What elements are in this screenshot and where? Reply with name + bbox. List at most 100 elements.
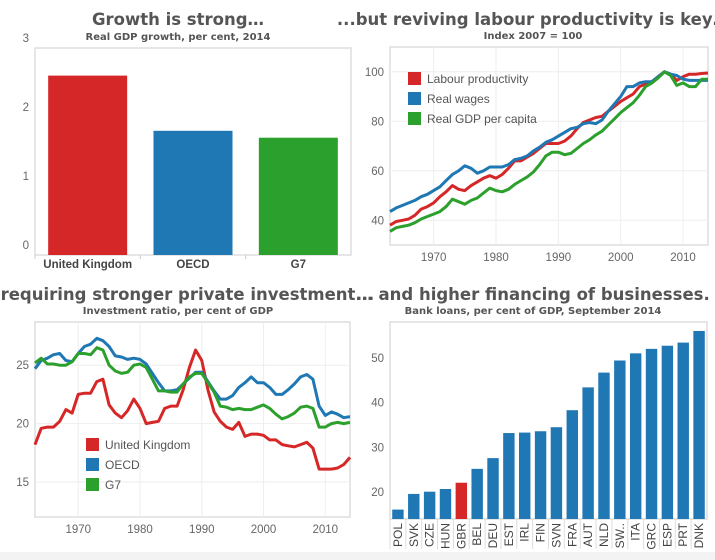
- panel-bank-loans: … and higher financing of businesses. Ba…: [356, 285, 709, 550]
- y-tick-label: 30: [371, 442, 384, 454]
- bar-cze: [423, 491, 436, 519]
- chart-subtitle: Bank loans, per cent of GDP, September 2…: [405, 306, 662, 317]
- x-category-label: GBR: [454, 523, 468, 549]
- bar-sw-: [614, 360, 626, 519]
- x-tick-label: 1970: [421, 252, 447, 264]
- x-tick-label: 2000: [251, 524, 277, 536]
- x-category-label: EST: [502, 522, 516, 546]
- y-tick-label: 20: [16, 419, 29, 431]
- x-category-label: CZE: [423, 523, 437, 547]
- bar-deu: [487, 458, 499, 519]
- bar-pol: [392, 509, 404, 519]
- bar-dnk: [693, 330, 705, 519]
- x-category-label: PRT: [676, 522, 690, 546]
- x-tick-label: 1970: [65, 524, 91, 536]
- bar-svk: [408, 493, 420, 519]
- legend-label: Labour productivity: [427, 72, 528, 86]
- x-category-label: POL: [391, 523, 405, 547]
- y-tick-label: 40: [371, 215, 384, 227]
- x-category-label: SVK: [407, 523, 421, 547]
- y-tick-label: 60: [371, 166, 384, 178]
- legend-label: Real wages: [427, 92, 490, 106]
- y-tick-label: 80: [371, 116, 384, 128]
- chart-title: … and higher financing of businesses.: [356, 285, 709, 304]
- legend-swatch: [408, 112, 421, 125]
- bar-hun: [439, 489, 452, 519]
- y-tick-label: 40: [371, 398, 384, 410]
- bar-nld: [598, 372, 610, 519]
- bar-svn: [550, 427, 563, 519]
- bar-esp: [661, 345, 674, 519]
- y-tick-label: 3: [23, 33, 29, 45]
- x-category-label: United Kingdom: [43, 259, 132, 271]
- series-line-real-gdp-per-capita: [389, 70, 708, 233]
- chart-subtitle: Real GDP growth, per cent, 2014: [86, 32, 271, 43]
- x-tick-label: 1980: [483, 252, 509, 264]
- y-tick-label: 20: [371, 487, 384, 499]
- legend-swatch: [86, 478, 99, 491]
- bar-bel: [471, 468, 483, 519]
- x-tick-label: 1990: [189, 524, 215, 536]
- x-category-label: G7: [291, 259, 306, 271]
- x-category-label: DNK: [692, 523, 706, 548]
- legend-label: United Kingdom: [105, 438, 190, 452]
- legend-swatch: [86, 458, 99, 471]
- y-tick-label: 50: [371, 353, 384, 365]
- chart-subtitle: Investment ratio, per cent of GDP: [83, 306, 273, 317]
- bottom-band: [0, 552, 715, 560]
- bar-irl: [519, 432, 531, 519]
- y-tick-label: 0: [23, 240, 29, 252]
- y-tick-label: 25: [16, 360, 29, 372]
- legend-label: OECD: [105, 458, 140, 472]
- x-category-label: FIN: [534, 523, 548, 542]
- legend-swatch: [408, 72, 421, 85]
- x-tick-label: 2010: [670, 252, 696, 264]
- y-tick-label: 100: [365, 67, 384, 79]
- panel-investment-ratio: ...requiring stronger private investment…: [0, 285, 374, 536]
- x-tick-label: 1980: [127, 524, 153, 536]
- y-tick-label: 1: [23, 171, 29, 183]
- series-line-g7: [34, 346, 351, 429]
- legend-label: Real GDP per capita: [427, 112, 537, 126]
- chart-title: ...requiring stronger private investment…: [0, 285, 374, 304]
- chart-title: Growth is strong…: [92, 10, 264, 29]
- bar-united-kingdom: [48, 75, 128, 255]
- bar-gbr: [455, 482, 468, 519]
- bar-fin: [534, 431, 547, 519]
- bar-est: [503, 433, 515, 519]
- x-category-label: SW..: [613, 523, 627, 548]
- bar-fra: [566, 410, 578, 519]
- x-category-label: SVN: [549, 523, 563, 548]
- x-category-label: IRL: [518, 523, 532, 542]
- x-tick-label: 1990: [546, 252, 572, 264]
- x-category-label: NLD: [597, 523, 611, 547]
- x-category-label: ESP: [660, 523, 674, 547]
- bar-prt: [677, 342, 689, 519]
- x-tick-label: 2010: [312, 524, 338, 536]
- bar-oecd: [153, 130, 233, 255]
- x-category-label: ITA: [629, 523, 643, 541]
- x-category-label: DEU: [486, 523, 500, 548]
- bar-grc: [645, 348, 658, 519]
- x-category-label: HUN: [438, 523, 452, 549]
- y-tick-label: 2: [23, 102, 29, 114]
- x-category-label: BEL: [470, 523, 484, 546]
- legend-swatch: [86, 438, 99, 451]
- chart-title: ...but reviving labour productivity is k…: [337, 10, 715, 29]
- x-category-label: FRA: [565, 523, 579, 547]
- x-category-label: OECD: [176, 259, 209, 271]
- x-tick-label: 2000: [608, 252, 634, 264]
- panel-gdp-growth: Growth is strong… Real GDP growth, per c…: [23, 10, 352, 271]
- plot-area: [34, 321, 351, 518]
- x-category-label: GRC: [645, 523, 659, 550]
- bar-ita: [629, 353, 642, 519]
- chart-subtitle: Index 2007 = 100: [484, 31, 583, 42]
- x-category-label: AUT: [581, 522, 595, 547]
- legend-label: G7: [105, 478, 121, 492]
- panel-labour-productivity: ...but reviving labour productivity is k…: [337, 10, 715, 264]
- bar-aut: [582, 387, 594, 519]
- bar-g7: [258, 137, 338, 255]
- plot-area: [389, 321, 708, 520]
- legend-swatch: [408, 92, 421, 105]
